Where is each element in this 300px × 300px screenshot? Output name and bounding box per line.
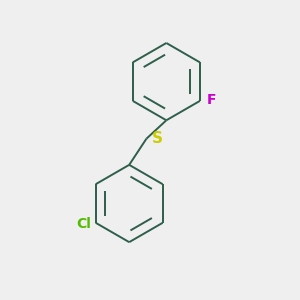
Text: S: S (152, 130, 163, 146)
Text: F: F (207, 93, 217, 107)
Text: Cl: Cl (76, 217, 91, 231)
